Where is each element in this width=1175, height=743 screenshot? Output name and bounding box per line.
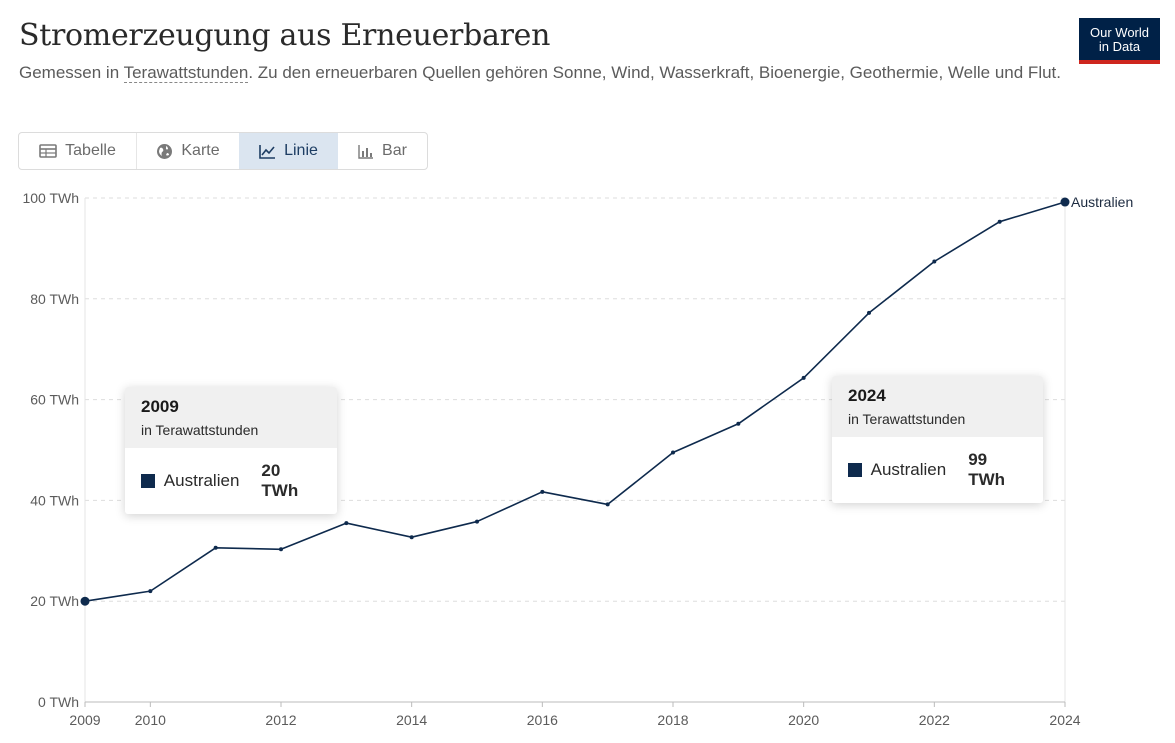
view-tabs: Tabelle Karte Linie Bar: [18, 132, 428, 170]
tooltip-2009-year: 2009: [141, 397, 179, 416]
terawattstunden-link[interactable]: Terawattstunden: [123, 63, 249, 83]
x-tick-label: 2009: [69, 712, 100, 728]
y-tick-label: 80 TWh: [30, 291, 79, 307]
bar-chart-icon: [358, 144, 374, 159]
data-point: [148, 589, 153, 594]
data-point: [1060, 197, 1070, 207]
tooltip-2024-series: Australien: [870, 460, 947, 479]
logo-line-1: Our World: [1090, 25, 1149, 40]
y-tick-label: 100 TWh: [22, 190, 79, 206]
data-point: [801, 375, 806, 380]
logo-line-2: in Data: [1098, 39, 1141, 54]
x-tick-label: 2010: [135, 712, 166, 728]
x-tick-label: 2016: [527, 712, 558, 728]
data-point: [475, 519, 479, 524]
x-tick-label: 2020: [788, 712, 819, 728]
tab-tabelle[interactable]: Tabelle: [19, 133, 136, 169]
series-swatch: [848, 463, 862, 477]
data-point: [867, 310, 871, 315]
tooltip-2009-series: Australien: [163, 471, 240, 490]
data-point: [409, 535, 414, 540]
tooltip-2009: 2009 in Terawattstunden Australien 20 TW…: [125, 387, 337, 514]
owid-logo[interactable]: Our World in Data: [1079, 18, 1160, 64]
subtitle-text-end: . Zu den erneuerbaren Quellen gehören So…: [248, 63, 1061, 82]
tooltip-2024: 2024 in Terawattstunden Australien 99 TW…: [832, 376, 1043, 503]
tab-tabelle-label: Tabelle: [65, 142, 116, 159]
y-tick-label: 0 TWh: [38, 694, 79, 710]
line-chart-icon: [259, 144, 276, 159]
data-point: [344, 521, 349, 526]
x-tick-label: 2014: [396, 712, 427, 728]
tooltip-2024-value: 99 TWh: [968, 450, 1006, 489]
data-point: [997, 219, 1002, 224]
table-icon: [39, 144, 57, 158]
data-point: [540, 489, 545, 494]
series-swatch: [141, 474, 155, 488]
series-label-australien: Australien: [1071, 194, 1133, 210]
data-point: [932, 259, 937, 264]
tooltip-2024-unit: in Terawattstunden: [848, 411, 966, 427]
chart-subtitle: Gemessen in Terawattstunden. Zu den erne…: [19, 61, 1079, 85]
tab-linie-label: Linie: [284, 142, 318, 159]
data-point: [605, 502, 610, 507]
tooltip-2009-unit: in Terawattstunden: [141, 422, 259, 438]
x-tick-label: 2024: [1049, 712, 1080, 728]
tab-karte[interactable]: Karte: [136, 133, 239, 169]
globe-icon: [157, 143, 173, 159]
data-point: [213, 545, 218, 550]
y-tick-label: 20 TWh: [30, 593, 79, 609]
data-point: [80, 596, 90, 606]
data-point: [736, 421, 741, 426]
tab-bar-label: Bar: [382, 142, 407, 159]
tab-linie[interactable]: Linie: [239, 133, 338, 169]
y-tick-label: 40 TWh: [30, 492, 79, 508]
data-point: [671, 450, 675, 455]
chart-title: Stromerzeugung aus Erneuerbaren: [19, 18, 551, 53]
y-tick-label: 60 TWh: [30, 392, 79, 408]
subtitle-text-start: Gemessen in: [19, 63, 124, 82]
tooltip-2009-value: 20 TWh: [261, 461, 299, 500]
x-tick-label: 2022: [919, 712, 950, 728]
tab-bar[interactable]: Bar: [338, 133, 427, 169]
tab-karte-label: Karte: [181, 142, 220, 159]
x-tick-label: 2012: [265, 712, 296, 728]
data-point: [279, 547, 283, 552]
x-tick-label: 2018: [657, 712, 688, 728]
tooltip-2024-year: 2024: [848, 386, 886, 405]
series-line-australien: [84, 201, 1066, 602]
